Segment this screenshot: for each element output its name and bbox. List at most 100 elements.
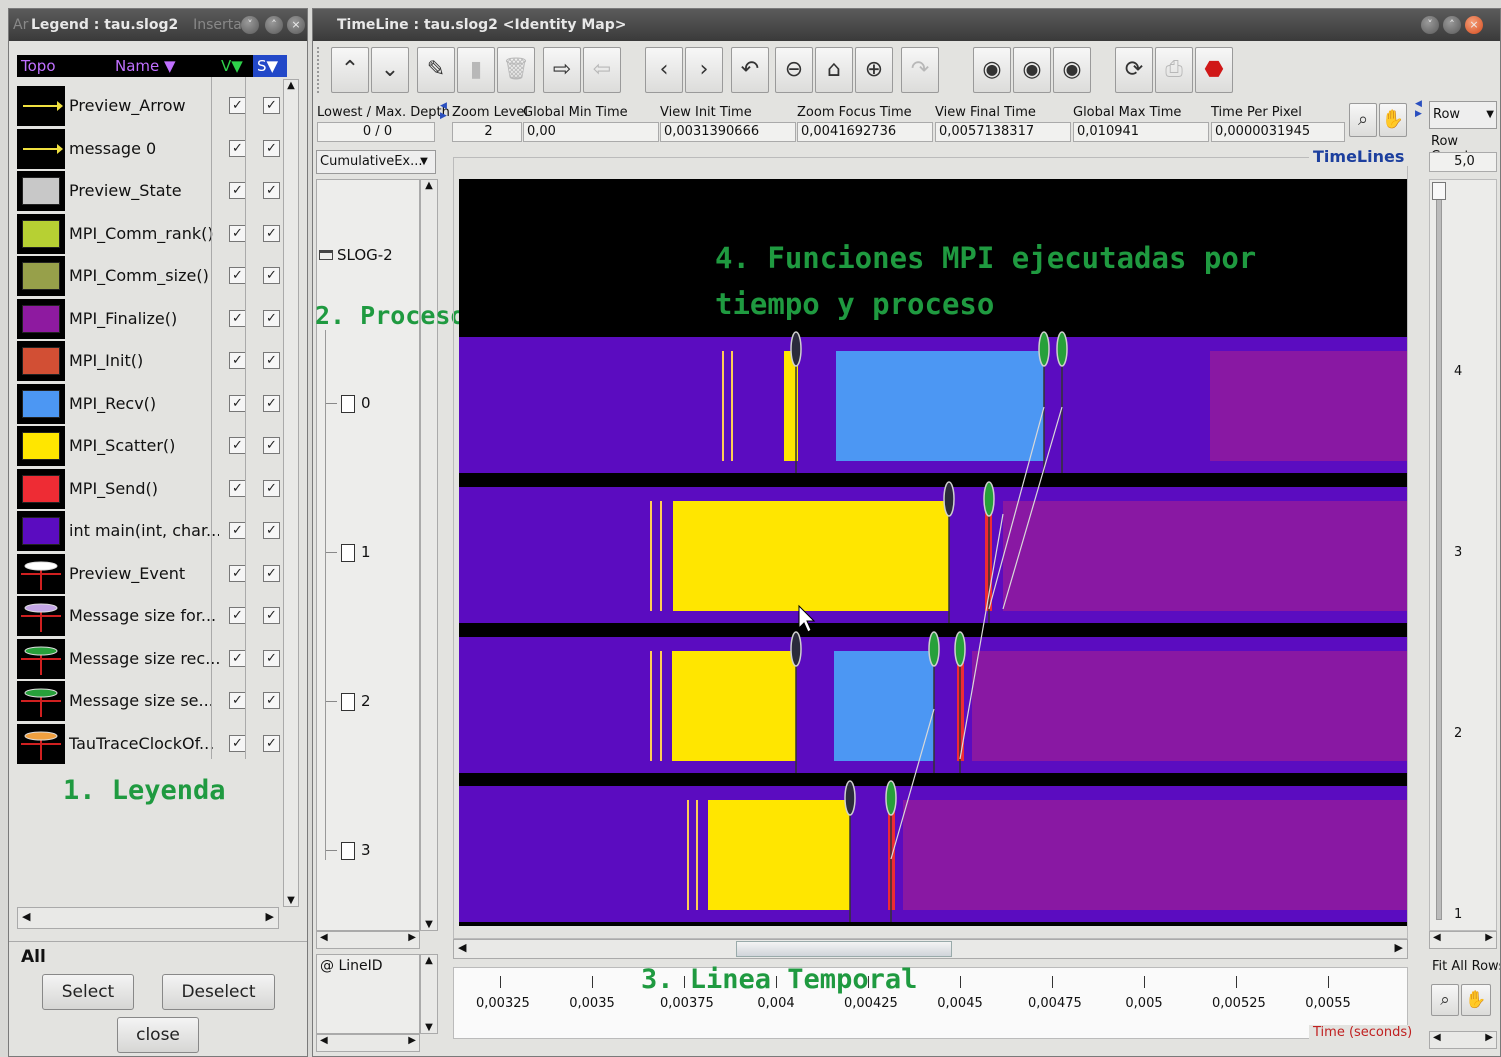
legend-item[interactable]: Message size se... ✓ ✓ — [17, 680, 282, 722]
final-field[interactable]: 0,0057138317 — [935, 122, 1071, 142]
deselect-button[interactable]: Deselect — [162, 974, 275, 1010]
delete-icon[interactable]: 🗑 — [497, 47, 535, 93]
legend-swatch[interactable] — [17, 256, 65, 296]
home-icon[interactable]: ⌂ — [815, 47, 853, 93]
legend-item[interactable]: MPI_Comm_rank() ✓ ✓ — [17, 213, 282, 255]
cumulative-dropdown[interactable]: CumulativeEx... ▼ — [316, 150, 436, 174]
searchable-checkbox[interactable]: ✓ — [263, 267, 280, 284]
legend-item[interactable]: Preview_Event ✓ ✓ — [17, 553, 282, 595]
legend-item[interactable]: Preview_State ✓ ✓ — [17, 170, 282, 212]
chevron-down-icon[interactable]: ▼ — [420, 156, 428, 167]
legend-item[interactable]: MPI_Comm_size() ✓ ✓ — [17, 255, 282, 297]
magnifier-icon[interactable]: ⌕ — [1431, 984, 1459, 1016]
split-arrow-icon[interactable]: ◀ ▶ — [440, 101, 447, 121]
zoom-out-icon[interactable]: ⊖ — [775, 47, 813, 93]
scroll-right-icon[interactable]: ▶ — [265, 910, 274, 923]
row-hscroll[interactable]: ◀ ▶ — [1429, 931, 1497, 949]
import-icon[interactable]: ⇦ — [583, 47, 621, 93]
legend-hscroll[interactable]: ◀ ▶ — [17, 907, 279, 929]
searchable-checkbox[interactable]: ✓ — [263, 224, 280, 242]
row-count-field[interactable]: 5,0 — [1429, 152, 1497, 172]
scroll-down-icon[interactable]: ▼ — [425, 1022, 433, 1033]
timeline-hscroll[interactable]: ◀ ▶ — [453, 939, 1408, 959]
process-node[interactable]: 3 — [325, 841, 371, 860]
close-icon[interactable]: × — [1465, 16, 1483, 34]
visible-checkbox[interactable]: ✓ — [229, 352, 246, 369]
legend-item[interactable]: int main(int, char... ✓ ✓ — [17, 510, 282, 552]
minimize-icon[interactable]: ˅ — [1421, 16, 1439, 34]
legend-item[interactable]: MPI_Recv() ✓ ✓ — [17, 383, 282, 425]
legend-item[interactable]: Preview_Arrow ✓ ✓ — [17, 85, 282, 127]
visible-checkbox[interactable]: ✓ — [229, 267, 246, 284]
name-header[interactable]: Name ▼ — [115, 57, 176, 75]
zoom-field[interactable]: 2 — [452, 122, 522, 142]
process-node[interactable]: 0 — [325, 394, 371, 413]
paste-icon[interactable]: ▮ — [457, 47, 495, 93]
maximize-icon[interactable]: ˄ — [265, 16, 283, 34]
s-header[interactable]: S▼ — [253, 55, 287, 77]
searchable-checkbox[interactable]: ✓ — [263, 649, 280, 667]
legend-item[interactable]: Message size rec... ✓ ✓ — [17, 638, 282, 680]
visible-checkbox[interactable]: ✓ — [229, 309, 246, 327]
legend-item[interactable]: message 0 ✓ ✓ — [17, 128, 282, 170]
legend-swatch[interactable] — [17, 213, 65, 254]
searchable-checkbox[interactable]: ✓ — [263, 607, 280, 624]
searchable-checkbox[interactable]: ✓ — [263, 479, 280, 497]
zoom-in-icon[interactable]: ⊕ — [855, 47, 893, 93]
maximize-icon[interactable]: ˄ — [1443, 16, 1461, 34]
legend-item[interactable]: Message size for... ✓ ✓ — [17, 595, 282, 637]
searchable-checkbox[interactable]: ✓ — [263, 394, 280, 412]
init-field[interactable]: 0,0031390666 — [660, 122, 796, 142]
legend-swatch[interactable] — [17, 638, 65, 679]
up-icon[interactable]: ⌃ — [331, 47, 369, 93]
legend-item[interactable]: MPI_Scatter() ✓ ✓ — [17, 425, 282, 467]
visible-checkbox[interactable]: ✓ — [229, 607, 246, 624]
row-dropdown[interactable]: Row ▼ — [1429, 101, 1497, 129]
searchable-checkbox[interactable]: ✓ — [263, 139, 280, 157]
searchable-checkbox[interactable]: ✓ — [263, 352, 280, 369]
hand-icon[interactable]: ✋ — [1379, 103, 1407, 137]
visible-checkbox[interactable]: ✓ — [229, 649, 246, 667]
redo-zoom-icon[interactable]: ↷ — [901, 47, 939, 93]
search-back-icon[interactable]: ◉ — [973, 47, 1011, 93]
process-node[interactable]: 1 — [325, 543, 371, 562]
searchable-checkbox[interactable]: ✓ — [263, 97, 280, 114]
legend-swatch[interactable] — [17, 298, 65, 339]
tree-root[interactable]: SLOG-2 — [319, 246, 393, 264]
chevron-down-icon[interactable]: ▼ — [1486, 109, 1494, 120]
legend-item[interactable]: MPI_Finalize() ✓ ✓ — [17, 298, 282, 340]
down-icon[interactable]: ⌄ — [371, 47, 409, 93]
scroll-up-icon[interactable]: ▲ — [425, 180, 433, 191]
undo-zoom-icon[interactable]: ↶ — [731, 47, 769, 93]
visible-checkbox[interactable]: ✓ — [229, 564, 246, 582]
split-arrow-icon[interactable]: ◀ ▶ — [1415, 99, 1422, 119]
visible-checkbox[interactable]: ✓ — [229, 139, 246, 157]
close-button[interactable]: close — [117, 1017, 199, 1053]
scroll-up-icon[interactable]: ▲ — [425, 955, 433, 966]
visible-checkbox[interactable]: ✓ — [229, 479, 246, 497]
depth-field[interactable]: 0 / 0 — [317, 122, 435, 142]
tree-vscroll[interactable]: ▲ ▼ — [420, 179, 438, 931]
scroll-right-icon[interactable]: ▶ — [1485, 1032, 1493, 1043]
magnifier-icon[interactable]: ⌕ — [1349, 103, 1377, 137]
searchable-checkbox[interactable]: ✓ — [263, 522, 280, 539]
v-header[interactable]: V▼ — [221, 57, 243, 75]
searchable-checkbox[interactable]: ✓ — [263, 692, 280, 709]
stop-icon[interactable]: ⬣ — [1195, 47, 1233, 93]
tpp-field[interactable]: 0,0000031945 — [1211, 122, 1345, 142]
scroll-up-icon[interactable]: ▲ — [287, 80, 295, 91]
legend-item[interactable]: TauTraceClockOf... ✓ ✓ — [17, 723, 282, 765]
fit-hscroll[interactable]: ◀ ▶ — [1429, 1031, 1497, 1049]
visible-checkbox[interactable]: ✓ — [229, 182, 246, 199]
hand-icon[interactable]: ✋ — [1461, 984, 1491, 1016]
print-icon[interactable]: ⎙ — [1155, 47, 1193, 93]
scroll-left-icon[interactable]: ◀ — [1433, 932, 1441, 943]
scroll-right-icon[interactable]: ▶ — [1485, 932, 1493, 943]
visible-checkbox[interactable]: ✓ — [229, 692, 246, 709]
slider-thumb[interactable] — [1432, 182, 1446, 200]
scroll-left-icon[interactable]: ◀ — [22, 910, 31, 923]
scroll-left-icon[interactable]: ◀ — [320, 932, 328, 943]
visible-checkbox[interactable]: ✓ — [229, 394, 246, 412]
row-slider[interactable]: 4 3 2 1 — [1429, 179, 1497, 931]
searchable-checkbox[interactable]: ✓ — [263, 734, 280, 752]
